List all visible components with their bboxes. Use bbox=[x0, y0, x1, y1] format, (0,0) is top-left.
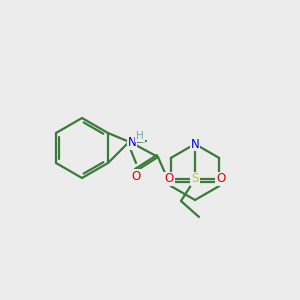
Text: O: O bbox=[131, 169, 141, 182]
Text: N: N bbox=[128, 136, 136, 149]
Text: N: N bbox=[190, 137, 200, 151]
Text: S: S bbox=[191, 172, 199, 185]
Text: O: O bbox=[216, 172, 226, 185]
Text: O: O bbox=[164, 172, 174, 185]
Text: H: H bbox=[136, 131, 144, 141]
